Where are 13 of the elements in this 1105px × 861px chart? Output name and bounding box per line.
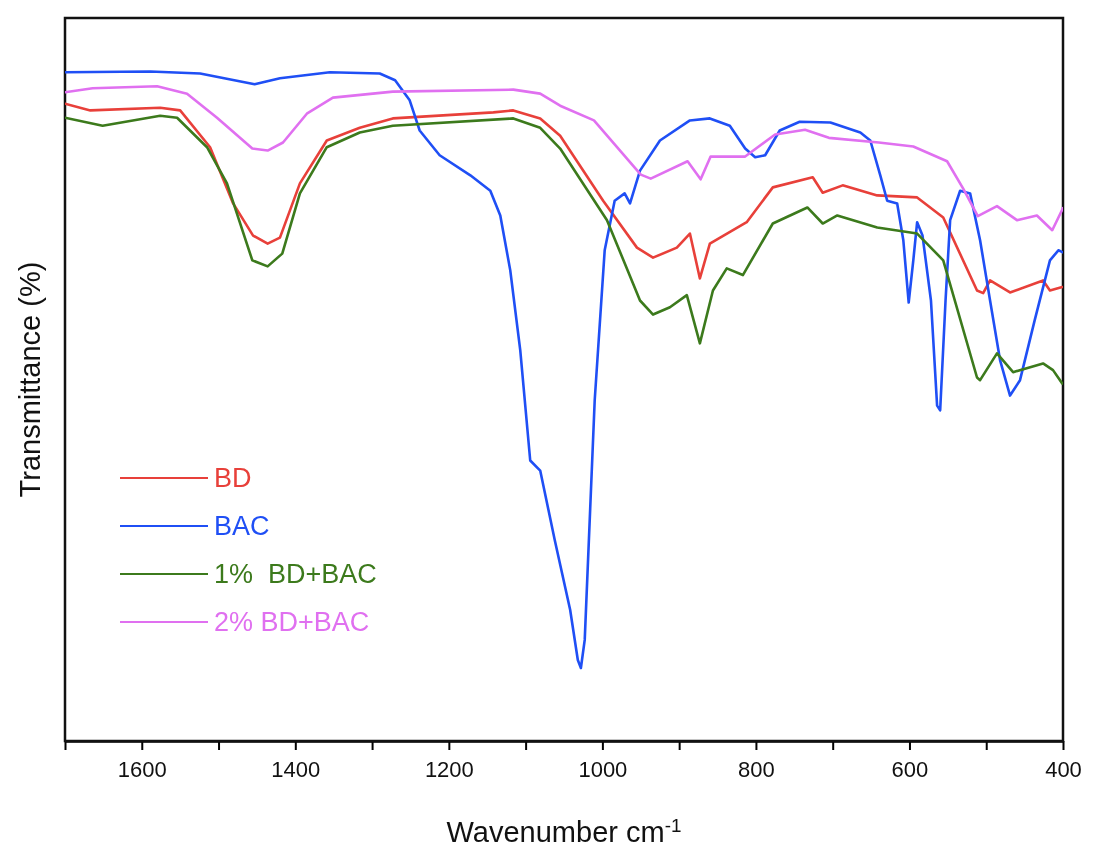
x-tick-label: 1600 [117,757,167,783]
legend-label: BAC [214,511,270,542]
x-tick-label: 400 [1045,757,1082,783]
x-tick-label: 1200 [424,757,474,783]
legend-label: BD [214,463,252,494]
legend-label: 1% BD+BAC [214,559,377,590]
x-tick-label: 600 [891,757,929,783]
x-tick-label: 1000 [578,757,628,783]
y-axis-title: Transmittance (%) [14,261,46,498]
x-tick-label: 1400 [271,757,321,783]
x-axis-title: Wavenumber cm$^{-1}$ [446,814,682,848]
x-tick-label: 800 [738,757,775,783]
legend-label: 2% BD+BAC [214,607,370,638]
